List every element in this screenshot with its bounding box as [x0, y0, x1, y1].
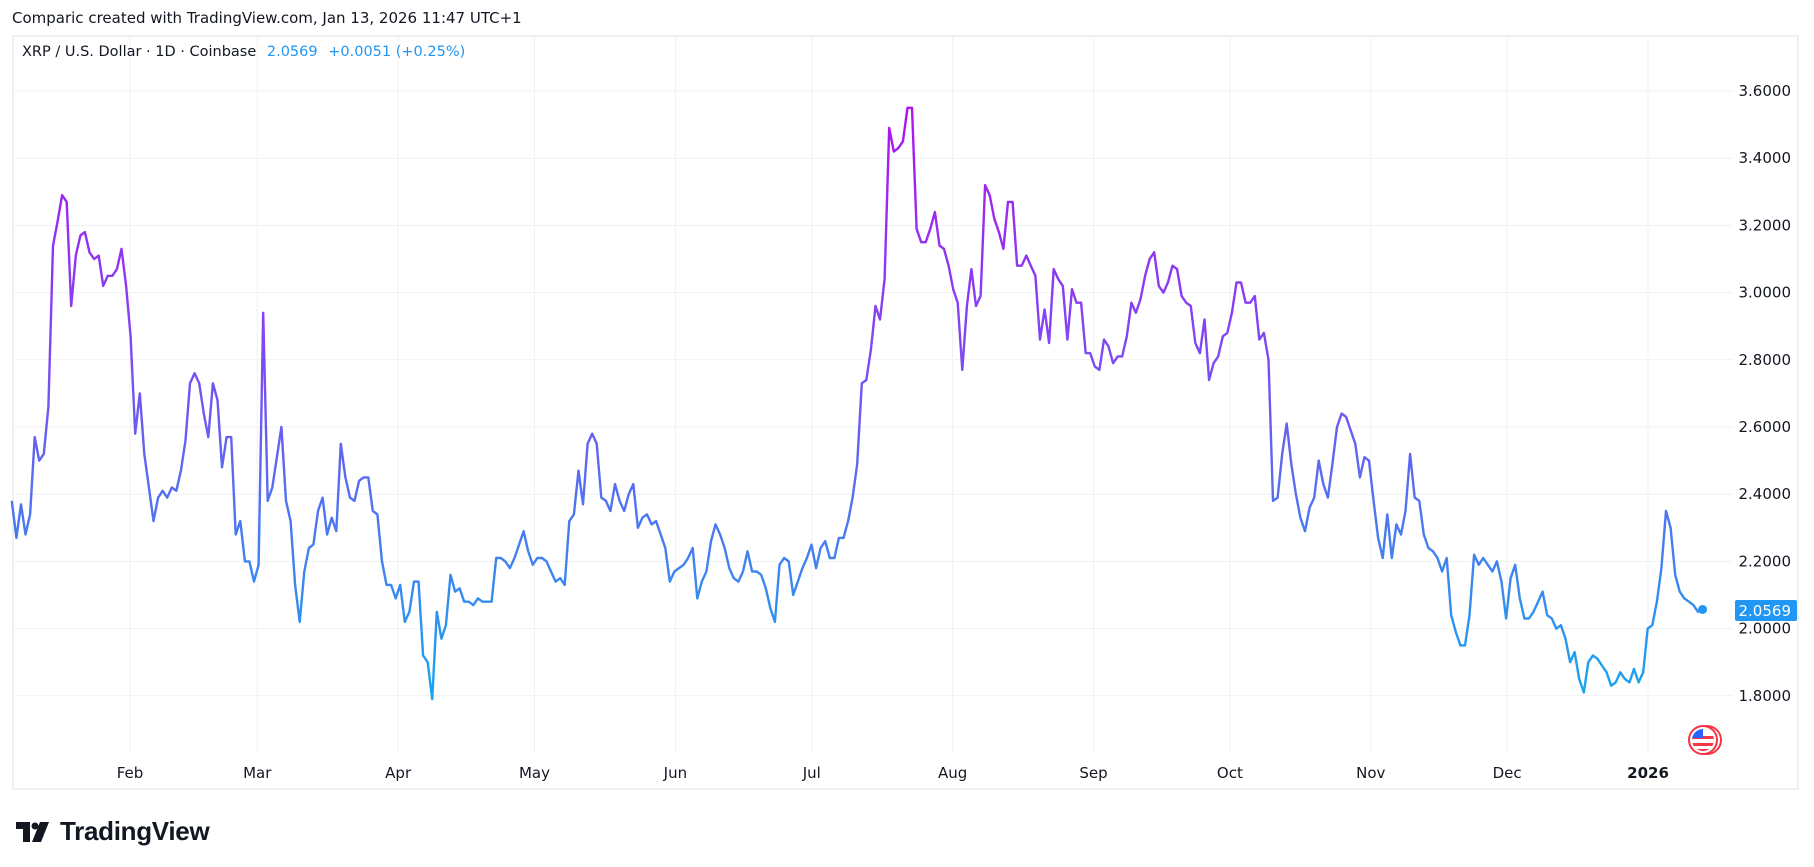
last-price: 2.0569: [266, 44, 318, 60]
price-axis: 1.8000 2.0000 2.2000 2.4000 2.6000 2.8000 3.00…: [1739, 82, 1792, 705]
price-tick-label: 3.6000: [1739, 82, 1792, 100]
price-tick-label: 3.4000: [1739, 149, 1792, 167]
last-price-dot: [1698, 604, 1708, 614]
time-tick-label: Dec: [1493, 764, 1522, 782]
us-flag-icon[interactable]: [1688, 725, 1722, 755]
last-price-label: 2.0569: [1739, 602, 1792, 620]
time-tick-label: Aug: [938, 764, 967, 782]
time-tick-label: Jun: [663, 764, 687, 782]
time-tick-label: Feb: [117, 764, 144, 782]
price-tick-label: 2.0000: [1739, 620, 1792, 638]
price-tick-label: 3.0000: [1739, 284, 1792, 302]
symbol-title: XRP / U.S. Dollar · 1D · Coinbase: [22, 44, 257, 60]
price-tick-label: 2.2000: [1739, 552, 1792, 570]
time-tick-label: Apr: [385, 764, 412, 782]
chart-frame: [12, 35, 1799, 790]
time-tick-label: Sep: [1079, 764, 1107, 782]
price-change: +0.0051 (+0.25%): [328, 44, 466, 60]
chart-legend: XRP / U.S. Dollar · 1D · Coinbase 2.0569…: [22, 44, 465, 60]
tradingview-logo-icon: [16, 821, 49, 842]
time-tick-label: May: [519, 764, 550, 782]
brand-name: TradingView: [60, 816, 210, 846]
price-tick-label: 2.6000: [1739, 418, 1792, 436]
time-tick-label: Nov: [1356, 764, 1385, 782]
time-axis: Feb Mar Apr May Jun Jul Aug Sep Oct Nov Dec 2026: [117, 764, 1669, 782]
chart-caption: Comparic created with TradingView.com, J…: [12, 9, 522, 27]
price-tick-label: 2.4000: [1739, 485, 1792, 503]
grid-lines: [12, 37, 1733, 752]
price-tick-label: 2.8000: [1739, 351, 1792, 369]
tradingview-branding[interactable]: TradingView: [16, 816, 210, 847]
price-line: [10, 106, 1704, 701]
time-tick-label: Mar: [243, 764, 272, 782]
price-tick-label: 1.8000: [1739, 687, 1792, 705]
time-tick-label: 2026: [1627, 764, 1669, 782]
price-tick-label: 3.2000: [1739, 216, 1792, 234]
time-tick-label: Jul: [802, 764, 821, 782]
last-price-badge: 2.0569: [1735, 600, 1797, 621]
time-tick-label: Oct: [1217, 764, 1243, 782]
